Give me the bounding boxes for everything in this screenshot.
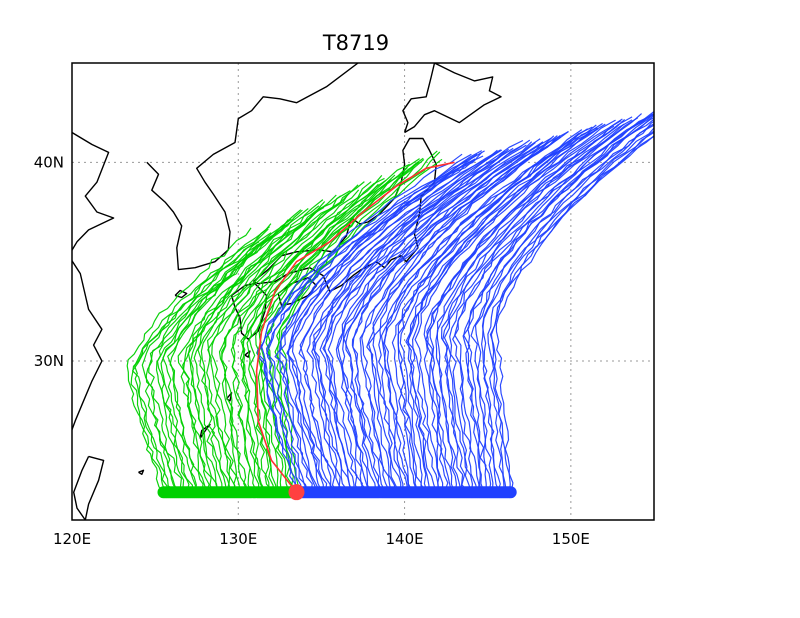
east-trajectory: [366, 136, 562, 493]
west-trajectory: [132, 232, 272, 492]
x-tick-label: 140E: [386, 530, 424, 548]
east-trajectory: [489, 131, 654, 493]
coastline-path: [199, 423, 211, 439]
east-trajectory: [324, 139, 524, 492]
coastline-path: [72, 131, 115, 432]
coastline-path: [402, 63, 502, 134]
east-trajectory: [341, 141, 544, 492]
west-trajectory: [141, 223, 272, 493]
west-trajectory: [126, 227, 252, 493]
west-trajectory: [240, 174, 396, 492]
east-trajectory: [414, 119, 616, 493]
east-trajectory: [425, 118, 623, 493]
east-trajectory: [337, 138, 541, 493]
west-trajectory: [177, 205, 320, 492]
east-trajectory: [261, 153, 472, 494]
origin-marker: [288, 484, 305, 501]
east-trajectory: [382, 128, 588, 493]
y-axis-ticks: 30N 40N: [34, 153, 64, 370]
x-tick-label: 130E: [219, 530, 257, 548]
east-trajectory: [368, 131, 569, 493]
west-track-group: [126, 150, 443, 499]
reference-track-group: [255, 161, 455, 493]
x-tick-label: 150E: [552, 530, 590, 548]
east-trajectory: [441, 113, 642, 492]
x-tick-label: 120E: [53, 530, 91, 548]
west-trajectory: [190, 199, 324, 494]
east-trajectory: [435, 119, 633, 492]
west-trajectory: [241, 178, 392, 494]
east-trajectory: [397, 124, 597, 492]
east-trajectory: [359, 135, 561, 492]
east-trajectory: [495, 135, 654, 493]
east-track-group: [257, 110, 654, 499]
east-trajectory: [426, 118, 626, 492]
east-trajectory: [274, 158, 476, 494]
west-trajectory: [148, 224, 286, 493]
east-trajectory: [313, 148, 509, 493]
east-trajectory: [429, 116, 633, 494]
west-trajectory: [248, 167, 408, 491]
west-trajectory: [167, 208, 309, 493]
start-point: [504, 486, 517, 499]
east-trajectory: [279, 150, 483, 493]
west-trajectory: [187, 201, 326, 494]
east-trajectory: [412, 120, 622, 492]
west-trajectory: [280, 151, 441, 493]
east-trajectory: [322, 141, 533, 494]
east-trajectory: [291, 149, 498, 493]
east-trajectory: [423, 123, 625, 492]
east-trajectory: [335, 139, 531, 492]
east-trajectory: [306, 149, 503, 493]
east-trajectory: [257, 160, 468, 493]
east-trajectory: [312, 144, 527, 492]
east-trajectory: [452, 118, 654, 492]
west-trajectory: [134, 226, 270, 493]
west-trajectory: [246, 163, 410, 492]
east-trajectory: [454, 110, 654, 493]
east-trajectory: [343, 137, 552, 493]
reference-trajectory: [255, 161, 455, 493]
west-trajectory: [197, 195, 341, 492]
east-trajectory: [474, 120, 654, 492]
east-trajectory: [436, 117, 639, 492]
start-marker-group: [288, 484, 305, 501]
coastline-path: [146, 63, 359, 271]
west-trajectory: [211, 184, 359, 494]
east-trajectory: [399, 128, 599, 494]
y-tick-label: 40N: [34, 153, 64, 171]
east-trajectory: [257, 153, 463, 494]
east-trajectory: [279, 155, 484, 493]
map-title: T8719: [322, 31, 389, 55]
east-trajectory: [380, 129, 583, 492]
west-trajectory: [258, 158, 420, 494]
map-frame: [71, 62, 655, 521]
x-axis-ticks: 120E 130E 140E 150E: [53, 530, 590, 548]
east-trajectory: [443, 114, 654, 492]
east-trajectory: [490, 135, 654, 493]
east-trajectory: [327, 142, 536, 493]
east-trajectory: [287, 152, 483, 493]
west-trajectory: [221, 181, 372, 494]
coastline-path: [138, 469, 145, 475]
east-trajectory: [266, 153, 478, 493]
east-trajectory: [361, 135, 561, 493]
east-trajectory: [286, 150, 485, 493]
west-trajectory: [160, 218, 292, 493]
coastline-path: [174, 289, 188, 299]
coastline-path: [73, 455, 105, 520]
east-trajectory: [467, 114, 654, 493]
east-trajectory: [372, 130, 569, 494]
east-trajectory: [449, 113, 654, 494]
east-trajectory: [462, 116, 654, 494]
west-trajectory: [231, 179, 387, 493]
y-tick-label: 30N: [34, 352, 64, 370]
